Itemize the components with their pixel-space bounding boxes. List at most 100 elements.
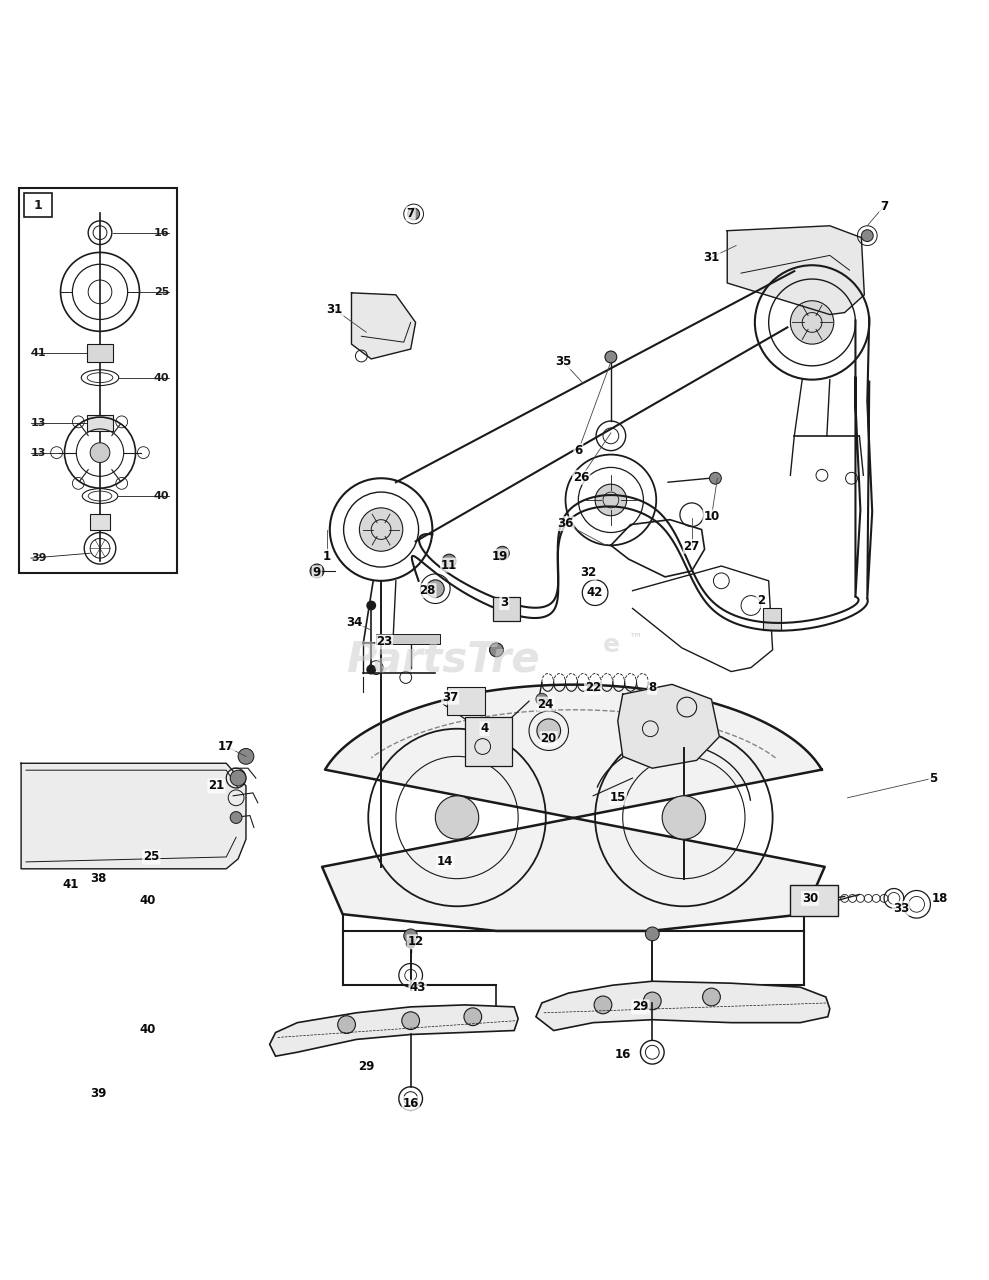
Text: 41: 41 xyxy=(31,348,46,358)
Bar xyxy=(447,687,485,716)
Text: 40: 40 xyxy=(139,1023,155,1036)
Polygon shape xyxy=(322,685,825,931)
Text: 40: 40 xyxy=(139,893,155,906)
Circle shape xyxy=(90,443,110,462)
Bar xyxy=(493,596,520,621)
Text: 1: 1 xyxy=(322,549,331,563)
Text: 2: 2 xyxy=(757,594,764,607)
Text: 43: 43 xyxy=(409,980,425,993)
Text: 39: 39 xyxy=(90,1087,106,1101)
Text: 37: 37 xyxy=(442,691,458,704)
Text: 30: 30 xyxy=(802,892,818,905)
Bar xyxy=(763,608,780,630)
Text: 40: 40 xyxy=(153,372,169,383)
Text: 3: 3 xyxy=(500,596,508,609)
Text: 6: 6 xyxy=(575,444,583,457)
Text: 33: 33 xyxy=(893,901,909,915)
Text: 26: 26 xyxy=(573,471,589,484)
Polygon shape xyxy=(351,293,415,358)
Text: 4: 4 xyxy=(481,722,489,735)
Bar xyxy=(87,415,113,431)
Bar xyxy=(19,188,177,573)
Circle shape xyxy=(537,719,561,742)
Text: 31: 31 xyxy=(703,251,720,264)
Text: 24: 24 xyxy=(538,698,554,710)
Text: 23: 23 xyxy=(376,635,393,649)
Text: 40: 40 xyxy=(153,492,169,500)
Text: 19: 19 xyxy=(492,549,507,563)
Text: 15: 15 xyxy=(609,791,626,804)
Circle shape xyxy=(594,996,612,1014)
Text: 7: 7 xyxy=(406,207,414,220)
Circle shape xyxy=(464,1007,482,1025)
Bar xyxy=(465,717,512,767)
Circle shape xyxy=(407,209,419,220)
Text: 35: 35 xyxy=(556,356,572,369)
Text: 28: 28 xyxy=(419,584,435,598)
Text: 34: 34 xyxy=(346,616,363,628)
Text: 7: 7 xyxy=(880,200,888,212)
Circle shape xyxy=(702,988,720,1006)
Polygon shape xyxy=(21,763,246,869)
Circle shape xyxy=(644,992,662,1010)
Text: 18: 18 xyxy=(932,892,948,905)
Text: 20: 20 xyxy=(541,732,557,745)
Text: 32: 32 xyxy=(581,567,596,580)
Circle shape xyxy=(435,796,479,840)
Circle shape xyxy=(536,694,548,705)
Text: ™: ™ xyxy=(629,631,643,645)
Text: 16: 16 xyxy=(153,228,169,238)
Text: 29: 29 xyxy=(632,1001,649,1014)
Circle shape xyxy=(366,600,376,611)
Circle shape xyxy=(490,643,503,657)
Bar xyxy=(376,634,440,644)
Text: 22: 22 xyxy=(585,681,601,694)
Bar xyxy=(90,513,110,530)
Text: 13: 13 xyxy=(31,419,46,428)
Circle shape xyxy=(646,927,660,941)
Polygon shape xyxy=(270,1005,518,1056)
Text: 29: 29 xyxy=(358,1060,375,1073)
Text: 21: 21 xyxy=(209,780,225,792)
Text: 1: 1 xyxy=(34,198,43,211)
Text: 36: 36 xyxy=(558,517,574,530)
Circle shape xyxy=(405,938,415,948)
Text: 8: 8 xyxy=(648,681,657,694)
Text: 11: 11 xyxy=(441,558,457,572)
Text: 39: 39 xyxy=(31,553,46,563)
Circle shape xyxy=(402,1011,419,1029)
Bar xyxy=(87,344,113,362)
Polygon shape xyxy=(727,225,864,315)
Text: e: e xyxy=(603,632,620,657)
Text: 13: 13 xyxy=(31,448,46,458)
Circle shape xyxy=(404,929,417,943)
Text: 38: 38 xyxy=(90,872,106,886)
Text: 17: 17 xyxy=(219,740,234,753)
Circle shape xyxy=(230,812,242,823)
Circle shape xyxy=(790,301,834,344)
Circle shape xyxy=(238,749,254,764)
Circle shape xyxy=(366,664,376,675)
Text: 14: 14 xyxy=(437,855,453,868)
Text: 16: 16 xyxy=(403,1097,419,1110)
Circle shape xyxy=(442,554,456,568)
Text: 41: 41 xyxy=(62,878,78,891)
Circle shape xyxy=(311,564,323,577)
Polygon shape xyxy=(618,685,719,768)
Text: 25: 25 xyxy=(143,850,159,864)
Circle shape xyxy=(663,796,705,840)
Text: 31: 31 xyxy=(326,303,343,316)
Circle shape xyxy=(359,508,403,552)
Circle shape xyxy=(709,472,721,484)
Text: PartsTre: PartsTre xyxy=(346,639,540,681)
Circle shape xyxy=(230,771,246,786)
Polygon shape xyxy=(536,982,830,1030)
Text: 16: 16 xyxy=(614,1048,631,1061)
Circle shape xyxy=(605,351,617,362)
Circle shape xyxy=(495,547,509,561)
Text: 42: 42 xyxy=(586,586,603,599)
Text: 10: 10 xyxy=(703,511,720,524)
Bar xyxy=(790,884,838,916)
Circle shape xyxy=(861,229,873,242)
Circle shape xyxy=(595,484,627,516)
